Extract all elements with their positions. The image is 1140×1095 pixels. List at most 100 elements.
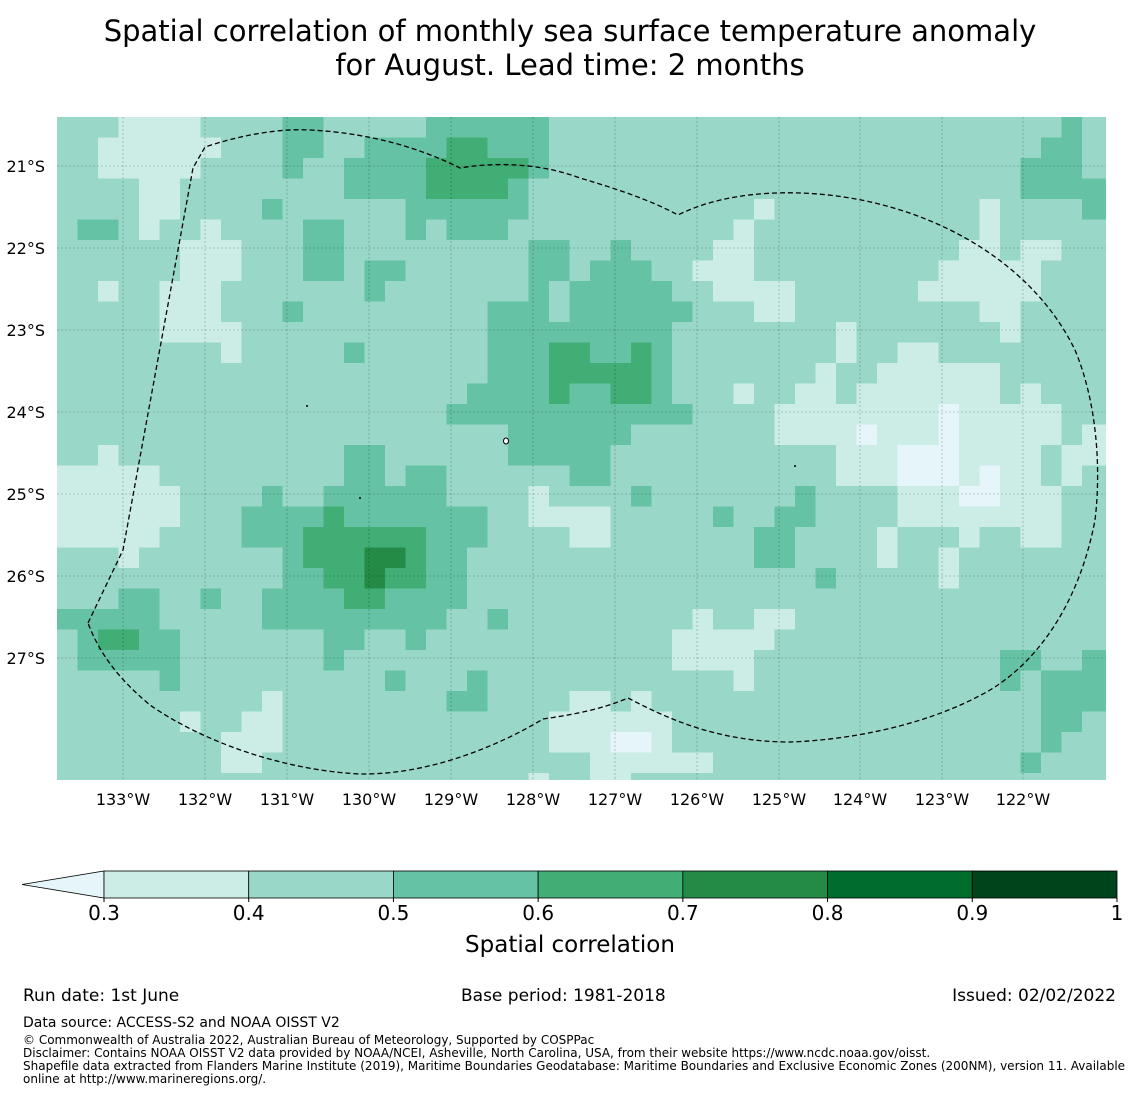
grid-cell xyxy=(364,260,386,282)
grid-cell xyxy=(426,486,447,507)
grid-cell xyxy=(836,322,857,343)
grid-cell xyxy=(795,588,816,610)
grid-cell xyxy=(651,404,673,425)
grid-cell xyxy=(303,158,324,179)
grid-cell xyxy=(918,465,939,487)
grid-cell xyxy=(549,404,570,425)
grid-cell xyxy=(1041,629,1062,651)
grid-cell xyxy=(364,506,386,528)
grid-cell xyxy=(692,301,714,323)
grid-cell xyxy=(856,670,878,692)
grid-cell xyxy=(938,670,960,692)
grid-cell xyxy=(200,465,222,487)
grid-cell xyxy=(897,752,919,774)
grid-cell xyxy=(323,260,345,282)
grid-cell xyxy=(754,199,775,220)
grid-cell xyxy=(344,301,365,323)
grid-cell xyxy=(815,178,837,200)
grid-cell xyxy=(446,301,468,323)
grid-cell xyxy=(344,670,365,692)
grid-cell xyxy=(590,465,611,487)
grid-cell xyxy=(672,219,693,241)
grid-cell xyxy=(672,363,693,384)
grid-cell xyxy=(57,117,78,138)
grid-cell xyxy=(795,465,816,487)
grid-cell xyxy=(282,527,304,548)
grid-cell xyxy=(323,281,345,302)
grid-cell xyxy=(426,711,447,733)
grid-cell xyxy=(631,486,652,507)
grid-cell xyxy=(631,219,652,241)
grid-cell xyxy=(672,301,693,323)
grid-cell xyxy=(815,711,837,733)
grid-cell xyxy=(1020,629,1042,651)
grid-cell xyxy=(959,711,980,733)
grid-cell xyxy=(1020,506,1042,528)
grid-cell xyxy=(139,363,160,384)
grid-cell xyxy=(77,773,99,780)
grid-cell xyxy=(651,629,673,651)
grid-cell xyxy=(815,465,837,487)
grid-cell xyxy=(590,752,611,774)
grid-cell xyxy=(57,588,78,610)
grid-cell xyxy=(282,486,304,507)
grid-cell xyxy=(200,588,222,610)
grid-cell xyxy=(856,199,878,220)
grid-cell xyxy=(569,219,591,241)
grid-cell xyxy=(446,322,468,343)
grid-cell xyxy=(877,670,898,692)
grid-cell xyxy=(159,158,181,179)
grid-cell xyxy=(323,342,345,364)
grid-cell xyxy=(836,260,857,282)
grid-cell xyxy=(856,342,878,364)
grid-cell xyxy=(1041,527,1062,548)
grid-cell xyxy=(918,219,939,241)
colorbar-segment xyxy=(971,870,1118,899)
grid-cell xyxy=(836,588,857,610)
grid-cell xyxy=(815,117,837,138)
grid-cell xyxy=(180,752,201,774)
grid-cell xyxy=(979,465,1001,487)
grid-cell xyxy=(159,670,181,692)
grid-cell xyxy=(856,752,878,774)
grid-cell xyxy=(549,158,570,179)
grid-cell xyxy=(1082,199,1106,220)
grid-cell xyxy=(774,281,796,302)
grid-cell xyxy=(405,629,427,651)
grid-cell xyxy=(1000,506,1021,528)
grid-cell xyxy=(877,117,898,138)
grid-cell xyxy=(836,178,857,200)
grid-cell xyxy=(815,383,837,405)
grid-cell xyxy=(610,158,632,179)
grid-cell xyxy=(651,568,673,589)
grid-cell xyxy=(631,363,652,384)
grid-cell xyxy=(651,322,673,343)
grid-cell xyxy=(487,568,509,589)
grid-cell xyxy=(795,752,816,774)
grid-cell xyxy=(1000,486,1021,507)
grid-cell xyxy=(303,117,324,138)
grid-cell xyxy=(364,629,386,651)
grid-cell xyxy=(426,322,447,343)
grid-cell xyxy=(733,383,755,405)
grid-cell xyxy=(405,424,427,446)
grid-cell xyxy=(467,117,488,138)
grid-cell xyxy=(754,445,775,466)
grid-cell xyxy=(610,281,632,302)
grid-cell xyxy=(733,568,755,589)
grid-cell xyxy=(897,506,919,528)
grid-cell xyxy=(590,219,611,241)
grid-cell xyxy=(344,650,365,671)
grid-cell xyxy=(528,650,550,671)
grid-cell xyxy=(467,342,488,364)
grid-cell xyxy=(692,711,714,733)
grid-cell xyxy=(897,445,919,466)
grid-cell xyxy=(877,547,898,569)
grid-cell xyxy=(856,486,878,507)
grid-cell xyxy=(774,342,796,364)
grid-cell xyxy=(836,137,857,159)
grid-cell xyxy=(959,260,980,282)
grid-cell xyxy=(590,732,611,753)
grid-cell xyxy=(836,609,857,630)
grid-cell xyxy=(241,240,263,261)
